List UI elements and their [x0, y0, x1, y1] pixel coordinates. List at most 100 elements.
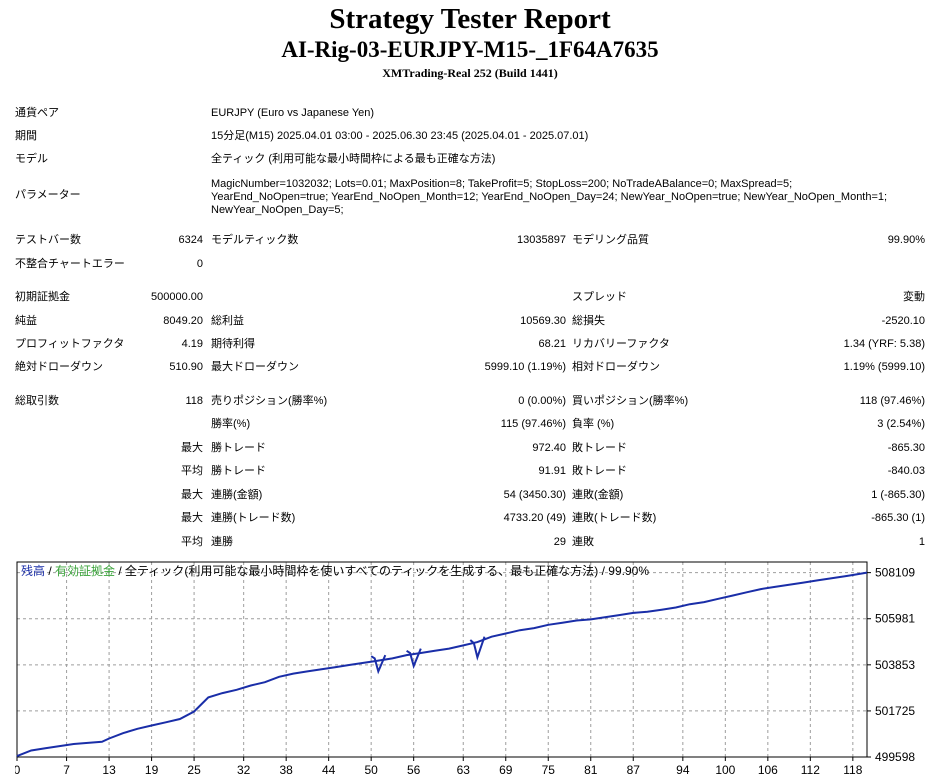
avg-win-label: 勝トレード	[211, 465, 266, 477]
avg-consec-losses-value: 1	[918, 536, 925, 548]
x-tick-label: 63	[457, 763, 471, 777]
max-consec-wins-label: 連勝(金額)	[211, 489, 263, 501]
abs-dd-label: 絶対ドローダウン	[15, 361, 103, 373]
max-consec-profit-label: 連勝(トレード数)	[211, 512, 296, 524]
short-value: 0 (0.00%)	[518, 395, 566, 407]
x-tick-label: 87	[627, 763, 641, 777]
avg-loss-value: -840.03	[887, 465, 925, 477]
long-value: 118 (97.46%)	[859, 395, 925, 407]
max-consec-losses-label: 連敗(金額)	[572, 489, 624, 501]
x-tick-label: 44	[322, 763, 336, 777]
period-label: 期間	[15, 130, 37, 142]
report-subtitle: AI-Rig-03-EURJPY-M15-_1F64A7635	[281, 37, 659, 62]
max-consec-label: 最大	[181, 489, 203, 501]
max-consec-loss-label: 連敗(トレード数)	[572, 512, 657, 524]
max-dd-label: 最大ドローダウン	[211, 361, 299, 373]
y-tick-label: 501725	[875, 704, 915, 718]
balance-line	[16, 571, 868, 758]
avg-consec-wins-label: 連勝	[211, 536, 233, 548]
win-rate-label: 勝率(%)	[211, 418, 251, 430]
max-consec-losses-value: 1 (-865.30)	[871, 489, 925, 501]
quality-value: 99.90%	[887, 234, 925, 246]
pf-label: プロフィットファクタ	[15, 338, 125, 350]
recovery-value: 1.34 (YRF: 5.38)	[843, 338, 925, 350]
long-label: 買いポジション(勝率%)	[572, 395, 689, 407]
y-tick-label: 505981	[875, 612, 915, 626]
payoff-value: 68.21	[538, 338, 566, 350]
recovery-label: リカバリーファクタ	[572, 338, 670, 350]
max-consec-wins-value: 54 (3450.30)	[503, 489, 566, 501]
legend-separator: /	[45, 564, 55, 578]
balance-chart-svg: 508109 505981 503853 501725 499598 0 7 13 19 25 3…	[15, 560, 935, 777]
report-title: Strategy Tester Report	[329, 3, 611, 35]
avg-consec-losses-label: 連敗	[572, 536, 594, 548]
plot-frame	[16, 561, 868, 758]
largest-label: 最大	[181, 442, 203, 454]
max-consec-count-label: 最大	[181, 512, 203, 524]
x-tick-label: 94	[676, 763, 690, 777]
chart-background	[15, 560, 935, 777]
period-value: 15分足(M15) 2025.04.01 03:00 - 2025.06.30 …	[211, 130, 589, 142]
total-trades-label: 総取引数	[15, 395, 59, 407]
x-tick-label: 38	[279, 763, 293, 777]
params-value: MagicNumber=1032032; Lots=0.01; MaxPosit…	[211, 178, 888, 216]
gross-profit-label: 総利益	[211, 315, 244, 327]
legend-description: / 全ティック(利用可能な最小時間枠を使いすべてのティックを生成する、最も正確な…	[115, 563, 649, 578]
gross-loss-label: 総損失	[572, 315, 605, 327]
net-label: 純益	[15, 315, 37, 327]
total-trades-value: 118	[185, 395, 203, 407]
legend-equity: 有効証拠金	[55, 563, 115, 578]
x-tick-label: 50	[364, 763, 378, 777]
gross-loss-value: -2520.10	[881, 315, 925, 327]
avg-consec-label: 平均	[181, 536, 203, 548]
pf-value: 4.19	[181, 338, 203, 350]
abs-dd-value: 510.90	[169, 361, 203, 373]
x-tick-label: 100	[715, 763, 735, 777]
equity-drawdown-line	[406, 648, 422, 670]
balance-chart: 508109 505981 503853 501725 499598 0 7 13 19 25 3…	[15, 560, 935, 777]
symbol-value: EURJPY (Euro vs Japanese Yen)	[211, 107, 375, 119]
x-tick-label: 13	[102, 763, 116, 777]
net-value: 8049.20	[163, 315, 203, 327]
x-tick-label: 7	[63, 763, 70, 777]
mismatch-label: 不整合チャートエラー	[15, 258, 125, 270]
x-tick-label: 19	[145, 763, 159, 777]
ticks-label: モデルティック数	[211, 234, 299, 246]
max-consec-profit-value: 4733.20 (49)	[503, 512, 566, 524]
x-tick-label: 69	[499, 763, 513, 777]
short-label: 売りポジション(勝率%)	[211, 395, 328, 407]
largest-loss-value: -865.30	[887, 442, 925, 454]
gross-profit-value: 10569.30	[520, 315, 566, 327]
rel-dd-label: 相対ドローダウン	[572, 361, 660, 373]
avg-consec-wins-value: 29	[553, 536, 566, 548]
symbol-label: 通貨ペア	[15, 107, 59, 119]
max-dd-value: 5999.10 (1.19%)	[484, 361, 566, 373]
x-tick-label: 106	[758, 763, 778, 777]
legend-balance: 残高	[21, 563, 45, 578]
avg-win-value: 91.91	[538, 465, 566, 477]
x-tick-label: 0	[15, 763, 21, 777]
model-value: 全ティック (利用可能な最小時間枠による最も正確な方法)	[211, 153, 496, 165]
chart-legend: 残高 / 有効証拠金 / 全ティック(利用可能な最小時間枠を使いすべてのティック…	[21, 563, 649, 578]
bars-value: 6324	[178, 234, 203, 246]
spread-value: 変動	[903, 291, 925, 303]
x-tick-label: 118	[843, 763, 862, 777]
largest-win-value: 972.40	[532, 442, 566, 454]
quality-label: モデリング品質	[572, 234, 649, 246]
y-axis-ticks: 508109 505981 503853 501725 499598	[867, 566, 915, 764]
largest-loss-label: 敗トレード	[572, 442, 627, 454]
x-tick-label: 81	[584, 763, 598, 777]
server-info: XMTrading-Real 252 (Build 1441)	[382, 66, 558, 80]
x-tick-label: 32	[237, 763, 251, 777]
average-label: 平均	[181, 465, 203, 477]
mismatch-value: 0	[196, 258, 203, 270]
loss-rate-label: 負率 (%)	[572, 418, 615, 430]
rel-dd-value: 1.19% (5999.10)	[843, 361, 925, 373]
params-label: パラメーター	[15, 189, 81, 201]
x-tick-label: 56	[407, 763, 421, 777]
spread-label: スプレッド	[572, 291, 627, 303]
payoff-label: 期待利得	[211, 338, 255, 350]
equity-drawdown-line	[469, 636, 486, 661]
y-tick-label: 508109	[875, 566, 915, 580]
chart-series	[16, 571, 868, 758]
